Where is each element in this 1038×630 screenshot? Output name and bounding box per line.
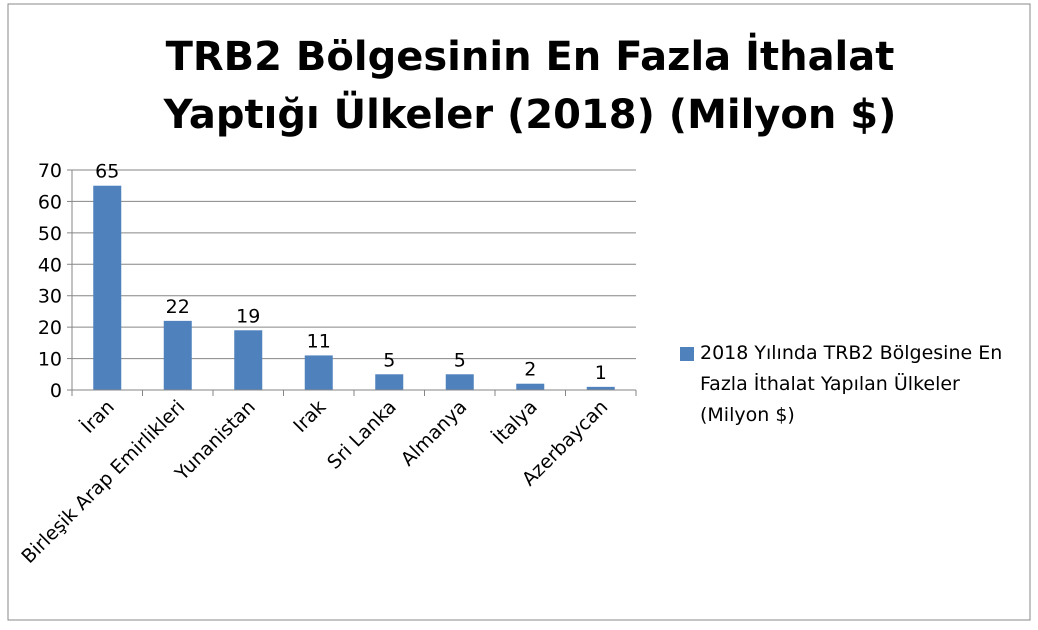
y-tick-label: 20: [38, 317, 62, 339]
data-label: 1: [595, 362, 607, 384]
y-tick-label: 60: [38, 191, 62, 213]
data-label: 19: [236, 305, 260, 327]
x-tick-label: İtalya: [488, 395, 542, 449]
bar: [234, 330, 263, 390]
bar: [375, 374, 404, 390]
y-tick-label: 40: [38, 254, 62, 276]
y-tick-label: 50: [38, 223, 62, 245]
bar: [586, 386, 615, 390]
data-label: 11: [307, 330, 331, 352]
x-tick-label: Almanya: [397, 396, 472, 471]
chart-title: TRB2 Bölgesinin En Fazla İthalat Yaptığı…: [163, 34, 897, 138]
legend-swatch: [680, 347, 694, 361]
x-tick-label: İran: [76, 395, 119, 438]
data-label: 22: [166, 296, 190, 318]
y-tick-label: 0: [50, 380, 62, 402]
bar: [93, 185, 122, 390]
chart-border: [7, 3, 1031, 621]
data-label: 65: [95, 161, 119, 183]
y-tick-label: 70: [38, 160, 62, 182]
bar: [516, 383, 545, 390]
legend: 2018 Yılında TRB2 Bölgesine En Fazla İth…: [680, 338, 1020, 431]
bar: [304, 355, 333, 390]
bar: [445, 374, 474, 390]
bar: [163, 320, 192, 390]
x-tick-label: Irak: [289, 396, 330, 437]
data-label: 5: [454, 349, 466, 371]
y-tick-label: 30: [38, 286, 62, 308]
y-tick-label: 10: [38, 349, 62, 371]
legend-label: 2018 Yılında TRB2 Bölgesine En Fazla İth…: [700, 342, 1003, 426]
data-label: 2: [524, 359, 536, 381]
data-label: 5: [383, 349, 395, 371]
x-tick-label: Sri Lanka: [323, 396, 401, 474]
